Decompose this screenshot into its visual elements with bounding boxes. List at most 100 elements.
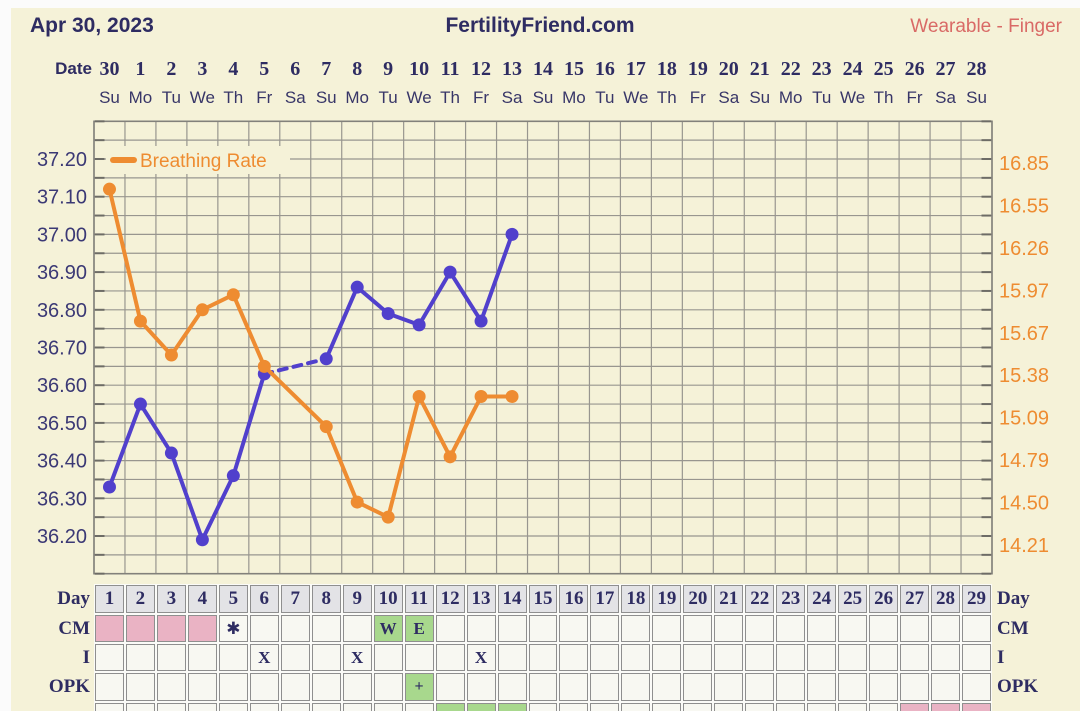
partial-cell-day-9 — [342, 703, 372, 711]
axis-ticks — [94, 120, 992, 575]
date-number[interactable]: 18 — [656, 57, 677, 80]
cm-cell-day-12 — [435, 615, 465, 642]
date-row-label: Date — [55, 59, 92, 78]
day-cell[interactable]: 18 — [621, 585, 651, 613]
date-number[interactable]: 1 — [135, 57, 146, 80]
date-number[interactable]: 26 — [904, 57, 925, 80]
day-cell[interactable]: 26 — [869, 585, 899, 613]
day-cell[interactable]: 1 — [95, 585, 124, 613]
day-cell[interactable]: 14 — [497, 585, 527, 613]
partial-cell-day-25 — [838, 703, 868, 711]
day-cell[interactable]: 15 — [528, 585, 558, 613]
cm-cell-day-6 — [249, 615, 279, 642]
day-cell[interactable]: 3 — [156, 585, 186, 613]
weekday-label: Th — [873, 88, 894, 107]
row-label-right-opk: OPK — [997, 676, 1039, 697]
day-cell[interactable]: 24 — [807, 585, 837, 613]
day-cell[interactable]: 8 — [311, 585, 341, 613]
day-cell[interactable]: 4 — [187, 585, 217, 613]
date-number[interactable]: 19 — [687, 57, 708, 80]
i-cell-day-1 — [95, 644, 124, 671]
day-cell[interactable]: 25 — [838, 585, 868, 613]
partial-cell-day-15 — [528, 703, 558, 711]
date-number[interactable]: 12 — [471, 57, 492, 80]
partial-cell-day-20 — [683, 703, 713, 711]
weekday-label: We — [189, 88, 215, 107]
day-cell[interactable]: 27 — [900, 585, 930, 613]
date-number[interactable]: 4 — [228, 57, 239, 80]
temp-axis-label: 36.60 — [37, 375, 87, 397]
date-number[interactable]: 22 — [780, 57, 801, 80]
day-cell[interactable]: 23 — [776, 585, 806, 613]
day-cell[interactable]: 6 — [249, 585, 279, 613]
breathing-rate-point-day-9 — [350, 495, 364, 509]
rate-axis-label: 15.97 — [999, 280, 1049, 302]
day-cell[interactable]: 7 — [280, 585, 310, 613]
date-number[interactable]: 9 — [383, 57, 394, 80]
date-number[interactable]: 28 — [966, 57, 987, 80]
date-number[interactable]: 13 — [502, 57, 523, 80]
day-cell[interactable]: 20 — [683, 585, 713, 613]
opk-cell-day-2 — [125, 673, 155, 701]
date-number[interactable]: 3 — [197, 57, 208, 80]
partial-cell-day-5 — [218, 703, 248, 711]
opk-cell-day-24 — [807, 673, 837, 701]
date-number[interactable]: 25 — [873, 57, 894, 80]
day-cell[interactable]: 10 — [373, 585, 403, 613]
thermometer-type: Wearable - Finger — [910, 16, 1062, 37]
date-number[interactable]: 2 — [166, 57, 177, 80]
day-cell[interactable]: 28 — [931, 585, 961, 613]
legend-label: Breathing Rate — [140, 151, 267, 172]
opk-cell-day-28 — [931, 673, 961, 701]
rate-axis-label: 15.38 — [999, 365, 1049, 387]
day-cell[interactable]: 2 — [125, 585, 155, 613]
date-number[interactable]: 10 — [409, 57, 430, 80]
date-number[interactable]: 11 — [440, 57, 460, 80]
day-cell[interactable]: 22 — [745, 585, 775, 613]
day-cell[interactable]: 9 — [342, 585, 372, 613]
date-number[interactable]: 23 — [811, 57, 832, 80]
date-number[interactable]: 24 — [842, 57, 863, 80]
cm-cell-day-17 — [590, 615, 620, 642]
opk-cell-day-1 — [95, 673, 124, 701]
opk-cell-day-7 — [280, 673, 310, 701]
date-number[interactable]: 7 — [321, 57, 332, 80]
day-cell[interactable]: 13 — [466, 585, 496, 613]
weekday-label: Fr — [473, 88, 490, 107]
day-cell[interactable]: 5 — [218, 585, 248, 613]
date-number[interactable]: 5 — [259, 57, 270, 80]
cm-cell-day-21 — [714, 615, 744, 642]
i-cell-day-14 — [497, 644, 527, 671]
i-cell-day-16 — [559, 644, 589, 671]
breathing-rate-point-day-12 — [443, 450, 457, 464]
date-number[interactable]: 17 — [625, 57, 646, 80]
weekday-label: Th — [223, 88, 244, 107]
date-number[interactable]: 27 — [935, 57, 956, 80]
day-cell[interactable]: 29 — [962, 585, 991, 613]
date-number[interactable]: 8 — [352, 57, 363, 80]
weekday-label: We — [623, 88, 649, 107]
day-cell[interactable]: 19 — [652, 585, 682, 613]
opk-cell-day-18 — [621, 673, 651, 701]
site-title: FertilityFriend.com — [445, 14, 635, 37]
date-number[interactable]: 16 — [594, 57, 615, 80]
day-cell[interactable]: 21 — [714, 585, 744, 613]
day-cell[interactable]: 12 — [435, 585, 465, 613]
temp-axis-label: 36.30 — [37, 488, 87, 510]
day-cell[interactable]: 16 — [559, 585, 589, 613]
weekday-label: Mo — [345, 88, 369, 107]
weekday-label: Fr — [689, 88, 706, 107]
date-number[interactable]: 15 — [563, 57, 584, 80]
date-number[interactable]: 6 — [290, 57, 301, 80]
date-number[interactable]: 30 — [99, 57, 120, 80]
opk-cell-day-26 — [869, 673, 899, 701]
day-cell[interactable]: 17 — [590, 585, 620, 613]
date-number[interactable]: 14 — [532, 57, 553, 80]
day-cell[interactable]: 11 — [404, 585, 434, 613]
rate-axis-label: 15.67 — [999, 323, 1049, 345]
date-number[interactable]: 20 — [718, 57, 739, 80]
date-number[interactable]: 21 — [749, 57, 770, 80]
weekday-label: Tu — [595, 88, 615, 107]
